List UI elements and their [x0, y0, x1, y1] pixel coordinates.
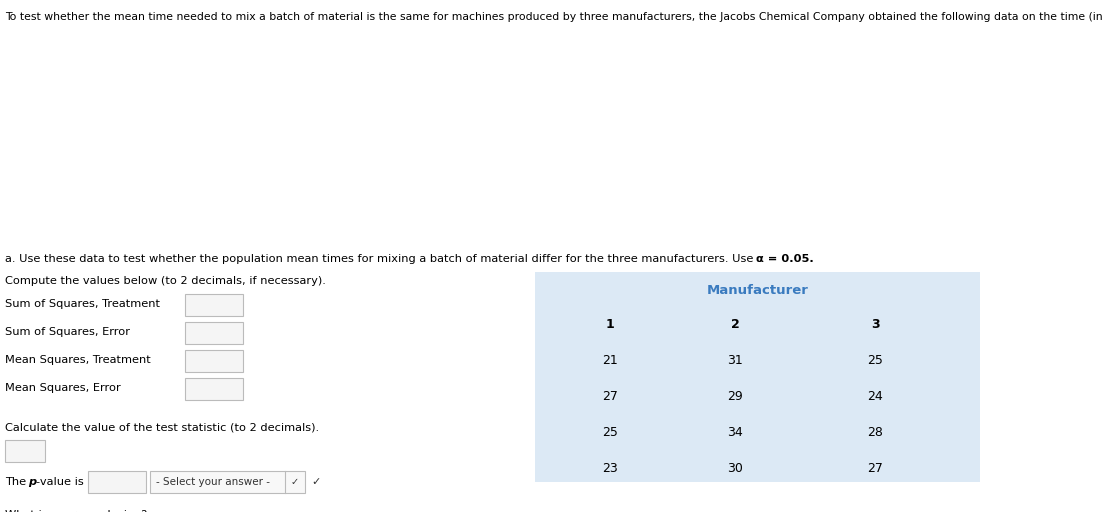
Text: 25: 25	[867, 353, 883, 367]
Text: Manufacturer: Manufacturer	[706, 284, 809, 297]
Text: Sum of Squares, Treatment: Sum of Squares, Treatment	[6, 299, 160, 309]
Text: 21: 21	[602, 353, 618, 367]
FancyBboxPatch shape	[185, 378, 244, 400]
Text: 24: 24	[867, 390, 883, 402]
Text: 27: 27	[602, 390, 618, 402]
Text: To test whether the mean time needed to mix a batch of material is the same for : To test whether the mean time needed to …	[6, 12, 1102, 22]
Text: Sum of Squares, Error: Sum of Squares, Error	[6, 327, 130, 337]
Text: ✓: ✓	[311, 477, 321, 487]
Text: 34: 34	[727, 425, 743, 438]
FancyBboxPatch shape	[185, 322, 244, 344]
Text: Compute the values below (to 2 decimals, if necessary).: Compute the values below (to 2 decimals,…	[6, 276, 326, 286]
Text: 30: 30	[727, 461, 743, 475]
Text: What is your conclusion?: What is your conclusion?	[6, 510, 148, 512]
Text: -value is: -value is	[36, 477, 84, 487]
Text: ✓: ✓	[291, 477, 299, 487]
Text: α = 0.05.: α = 0.05.	[756, 254, 813, 264]
FancyBboxPatch shape	[534, 272, 980, 482]
Text: 3: 3	[871, 317, 879, 331]
Text: The: The	[6, 477, 30, 487]
FancyBboxPatch shape	[150, 471, 305, 493]
Text: Mean Squares, Error: Mean Squares, Error	[6, 383, 121, 393]
Text: 27: 27	[867, 461, 883, 475]
Text: 23: 23	[602, 461, 618, 475]
FancyBboxPatch shape	[185, 294, 244, 316]
Text: 29: 29	[727, 390, 743, 402]
Text: Calculate the value of the test statistic (to 2 decimals).: Calculate the value of the test statisti…	[6, 422, 320, 432]
Text: p: p	[28, 477, 36, 487]
Text: 1: 1	[606, 317, 615, 331]
FancyBboxPatch shape	[185, 350, 244, 372]
Text: 2: 2	[731, 317, 739, 331]
FancyBboxPatch shape	[88, 471, 145, 493]
Text: - Select your answer -: - Select your answer -	[156, 477, 270, 487]
Text: 31: 31	[727, 353, 743, 367]
Text: 28: 28	[867, 425, 883, 438]
Text: a. Use these data to test whether the population mean times for mixing a batch o: a. Use these data to test whether the po…	[6, 254, 757, 264]
FancyBboxPatch shape	[6, 440, 45, 462]
Text: Mean Squares, Treatment: Mean Squares, Treatment	[6, 355, 151, 365]
Text: 25: 25	[602, 425, 618, 438]
